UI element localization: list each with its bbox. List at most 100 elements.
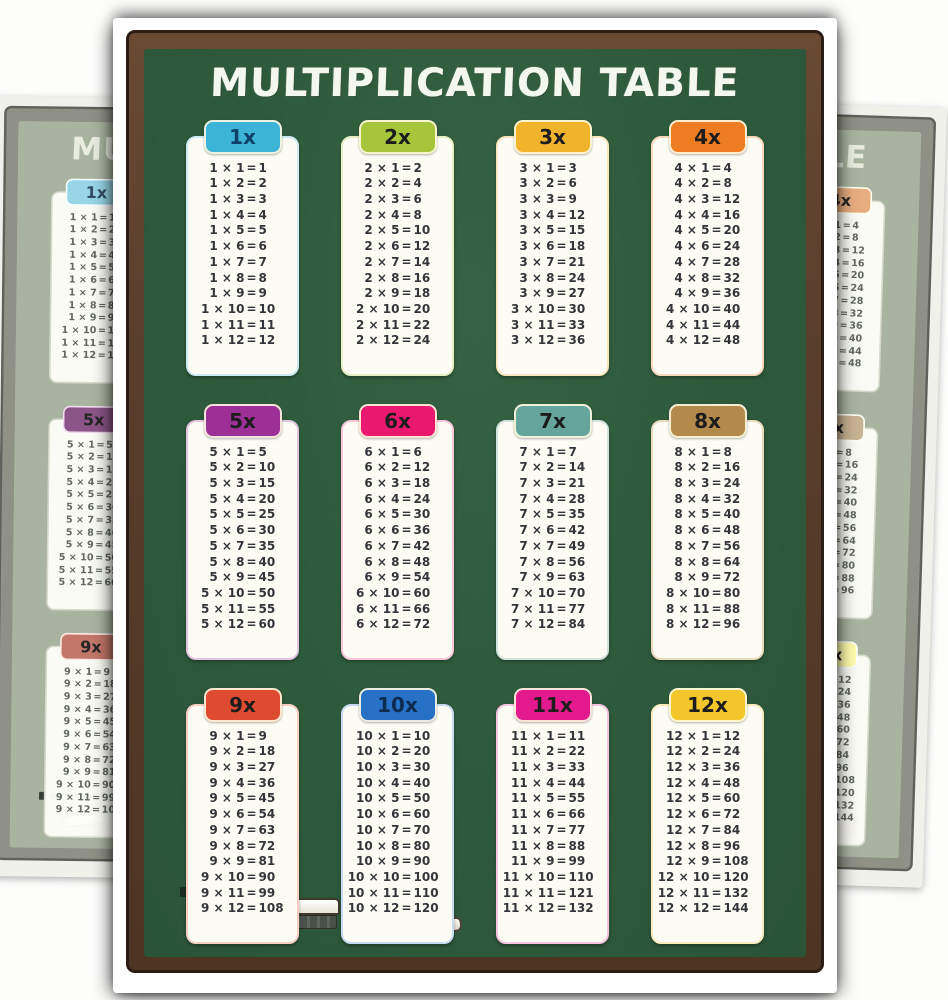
product-value: 64 — [723, 554, 741, 569]
product-value: 48 — [723, 775, 741, 790]
equals-sign: = — [711, 728, 722, 743]
product-value: 72 — [413, 617, 431, 632]
equals-sign: = — [401, 192, 412, 207]
equals-sign: = — [711, 476, 722, 491]
expression: 9 × 3 — [63, 690, 92, 703]
equals-sign: = — [96, 463, 105, 476]
multiplication-fact-row: 11 × 5=55 — [502, 792, 603, 804]
multiplication-fact-row: 1 × 11=11 — [192, 319, 293, 331]
equals-sign: = — [556, 207, 567, 222]
equals-sign: = — [401, 807, 412, 822]
equals-sign: = — [556, 869, 567, 884]
expression: 4 × 9 — [674, 286, 710, 301]
expression: 12 × 11 — [657, 885, 710, 900]
expression: 9 × 11 — [55, 790, 91, 803]
equals-sign: = — [246, 317, 257, 332]
multiplication-fact-row: 12 × 6=72 — [657, 808, 758, 820]
product-value: 108 — [834, 773, 856, 786]
expression: 9 × 10 — [55, 778, 91, 790]
equals-sign: = — [711, 601, 722, 616]
multiplication-fact-row: 4 × 7=28 — [657, 256, 758, 268]
multiplication-fact-row: 9 × 1=9 — [192, 730, 293, 742]
multiplication-fact-row: 10 × 2=20 — [347, 745, 448, 757]
equals-sign: = — [840, 281, 850, 294]
product-value: 20 — [723, 223, 741, 238]
equals-sign: = — [556, 460, 567, 475]
product-value: 132 — [834, 799, 855, 811]
equals-sign: = — [711, 838, 722, 853]
equals-sign: = — [556, 538, 567, 553]
multiplication-fact-row: 2 × 5=10 — [347, 224, 448, 236]
expression: 11 × 5 — [511, 791, 555, 806]
times-table-tab: 12x — [668, 688, 747, 722]
equals-sign: = — [556, 885, 567, 900]
product-value: 12 — [258, 333, 276, 348]
product-value: 6 — [258, 239, 267, 254]
equals-sign: = — [711, 523, 722, 538]
product-value: 72 — [841, 546, 856, 559]
equals-sign: = — [401, 301, 412, 316]
multiplication-fact-row: 8 × 10=80 — [657, 587, 758, 599]
equals-sign: = — [91, 803, 101, 816]
product-value: 24 — [723, 744, 741, 759]
expression: 1 × 9 — [209, 286, 245, 301]
expression: 9 × 9 — [209, 854, 245, 869]
multiplication-fact-row: 12 × 8=96 — [657, 840, 758, 852]
expression: 11 × 7 — [511, 822, 555, 837]
expression: 1 × 3 — [69, 236, 98, 248]
multiplication-fact-row: 8 × 11=88 — [657, 603, 758, 615]
equals-sign: = — [97, 349, 106, 361]
expression: 7 × 12 — [511, 617, 555, 632]
multiplication-fact-row: 8 × 8=64 — [657, 556, 758, 568]
equals-sign: = — [401, 791, 412, 806]
product-value: 72 — [723, 807, 741, 822]
expression: 2 × 6 — [364, 239, 400, 254]
product-value: 12 — [723, 192, 741, 207]
multiplication-fact-row: 7 × 8=56 — [502, 556, 603, 568]
product-value: 8 — [723, 444, 732, 459]
product-value: 81 — [258, 854, 276, 869]
expression: 1 × 4 — [69, 248, 98, 261]
equals-sign: = — [401, 317, 412, 332]
product-value: 8 — [845, 446, 853, 458]
product-value: 60 — [723, 791, 741, 806]
product-value: 77 — [568, 822, 586, 837]
multiplication-fact-row: 8 × 5=40 — [657, 508, 758, 520]
equals-sign: = — [401, 207, 412, 222]
expression: 10 × 11 — [347, 885, 400, 900]
product-value: 96 — [835, 761, 849, 774]
equals-sign: = — [711, 822, 722, 837]
equals-sign: = — [92, 766, 101, 778]
times-table-tab: 7x — [513, 404, 592, 438]
expression: 1 × 7 — [209, 254, 245, 269]
multiplication-fact-row: 2 × 3=6 — [347, 193, 448, 205]
expression: 9 × 2 — [209, 744, 245, 759]
expression: 2 × 4 — [364, 207, 400, 222]
equals-sign: = — [711, 760, 722, 775]
product-value: 12 — [413, 460, 431, 475]
equals-sign: = — [711, 869, 722, 884]
product-value: 80 — [413, 838, 431, 853]
expression: 11 × 4 — [511, 775, 555, 790]
product-value: 11 — [258, 317, 276, 332]
multiplication-fact-row: 6 × 11=66 — [347, 603, 448, 615]
expression: 5 × 12 — [201, 617, 245, 632]
product-value: 32 — [723, 491, 741, 506]
expression: 6 × 2 — [364, 460, 400, 475]
equals-sign: = — [401, 270, 412, 285]
multiplication-fact-row: 7 × 4=28 — [502, 493, 603, 505]
multiplication-fact-row: 1 × 12=12 — [192, 334, 293, 346]
expression: 5 × 6 — [209, 523, 245, 538]
multiplication-fact-row: 10 × 10=100 — [347, 871, 448, 883]
product-value: 20 — [258, 491, 276, 506]
equals-sign: = — [246, 476, 257, 491]
equals-sign: = — [556, 838, 567, 853]
equals-sign: = — [401, 239, 412, 254]
